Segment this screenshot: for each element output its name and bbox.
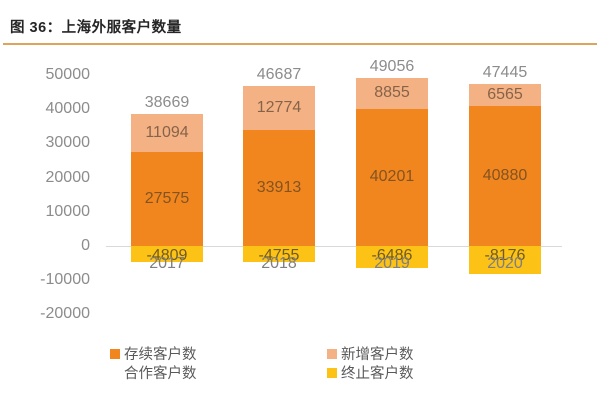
bar-value-label-new: 12774	[256, 99, 302, 117]
bar-segment-new	[469, 83, 541, 107]
bar-total-label: 38669	[144, 93, 190, 111]
bar-segment-terminated	[469, 246, 541, 274]
bar-total-label: 47445	[482, 63, 528, 81]
y-axis-tick-label: 20000	[45, 168, 91, 186]
bar-segment-existing	[243, 130, 315, 246]
y-axis-tick-label: 50000	[45, 66, 91, 83]
legend-item-new: 新增客户数	[327, 344, 414, 363]
bar-segment-terminated	[131, 246, 203, 263]
bar-value-label-existing: 27575	[144, 189, 190, 207]
bar-segment-new	[243, 86, 315, 130]
bar-total-label: 46687	[256, 66, 302, 84]
y-axis-tick-label: 30000	[45, 134, 91, 152]
title-underline	[3, 43, 597, 45]
bar-value-label-terminated: -8176	[484, 247, 526, 264]
legend-label-new: 新增客户数	[341, 347, 414, 363]
bar-value-label-terminated: -4755	[258, 247, 300, 264]
bar-total-label: 49056	[369, 58, 415, 76]
legend-label-existing: 存续客户数	[124, 347, 197, 363]
bar-value-label-terminated: -4809	[146, 247, 188, 264]
bar-value-label-terminated: -6486	[371, 247, 413, 264]
legend-label-terminated: 终止客户数	[341, 366, 414, 382]
category-label: 2017	[149, 255, 185, 272]
legend-swatch-new-icon	[327, 348, 337, 359]
y-axis-tick-label: 0	[81, 237, 90, 254]
category-label: 2020	[487, 255, 523, 272]
legend-label-existing-line2: 合作客户数	[124, 366, 197, 382]
bar-value-label-new: 6565	[487, 85, 523, 103]
zero-gridline	[106, 245, 562, 247]
category-label: 2019	[374, 255, 410, 272]
bar-value-label-existing: 40880	[482, 167, 528, 185]
bar-segment-new	[131, 113, 203, 152]
y-axis-tick-label: 10000	[45, 202, 91, 220]
y-axis-tick-label: -10000	[40, 271, 90, 289]
legend-swatch-terminated-icon	[327, 367, 337, 378]
legend-item-existing-line2: 合作客户数	[110, 363, 197, 382]
category-label: 2018	[261, 255, 297, 272]
bar-value-label-new: 8855	[374, 84, 410, 102]
bar-segment-existing	[356, 108, 428, 246]
bar-value-label-existing: 33913	[256, 179, 302, 196]
legend-item-terminated: 终止客户数	[327, 363, 414, 382]
bar-segment-terminated	[356, 246, 428, 269]
y-axis-tick-label: -20000	[40, 305, 90, 323]
bar-value-label-existing: 40201	[369, 168, 415, 186]
y-axis-tick-label: 40000	[45, 100, 91, 118]
bar-segment-new	[356, 78, 428, 109]
figure-title: 图 36：上海外服客户数量	[10, 20, 182, 36]
legend-item-existing: 存续客户数	[110, 344, 197, 363]
bar-segment-existing	[131, 151, 203, 246]
bar-segment-terminated	[243, 246, 315, 263]
bar-value-label-new: 11094	[145, 123, 189, 141]
bar-segment-existing	[469, 106, 541, 246]
legend-column-right: 新增客户数 终止客户数	[327, 344, 414, 382]
legend-column-left: 存续客户数 合作客户数	[110, 344, 197, 382]
legend-swatch-existing-icon	[110, 348, 120, 359]
